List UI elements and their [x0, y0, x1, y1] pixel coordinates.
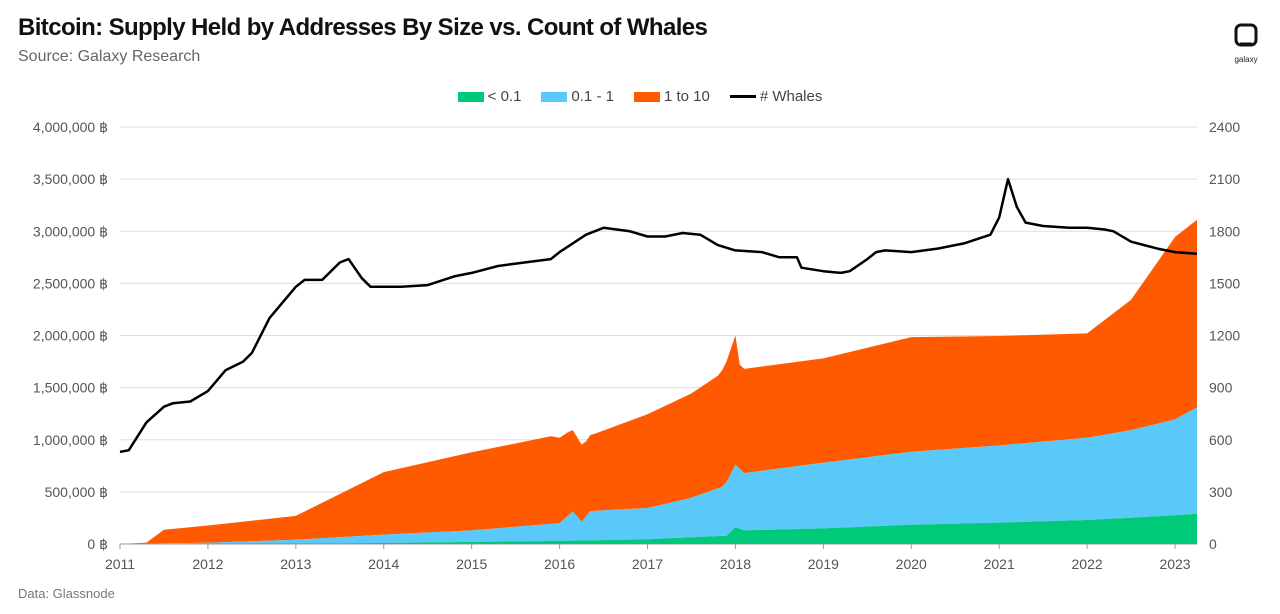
legend-item-1-to-10: 1 to 10: [633, 88, 710, 105]
legend-label-0-1-to-1: 0.1 - 1: [571, 88, 614, 105]
chart-title: Bitcoin: Supply Held by Addresses By Siz…: [18, 14, 708, 41]
y-left-tick-label: 500,000 ฿: [45, 484, 108, 500]
y-left-tick-label: 2,500,000 ฿: [33, 275, 108, 291]
x-tick-label: 2020: [896, 556, 927, 572]
y-left-tick-label: 1,000,000 ฿: [33, 432, 108, 448]
x-tick-label: 2017: [632, 556, 663, 572]
x-tick-label: 2018: [720, 556, 751, 572]
y-right-tick-label: 0: [1209, 536, 1217, 552]
x-tick-label: 2015: [456, 556, 487, 572]
data-source-footer: Data: Glassnode: [18, 586, 115, 601]
x-tick-label: 2011: [105, 556, 135, 572]
galaxy-logo-icon: [1234, 23, 1258, 47]
y-left-tick-label: 0 ฿: [87, 536, 108, 552]
legend-label-1-to-10: 1 to 10: [663, 88, 710, 105]
legend-item-0-1-to-1: 0.1 - 1: [541, 88, 614, 105]
y-right-tick-label: 2400: [1209, 119, 1240, 135]
x-tick-label: 2016: [544, 556, 575, 572]
y-left-tick-label: 2,000,000 ฿: [33, 328, 108, 344]
x-tick-label: 2023: [1159, 556, 1190, 572]
x-tick-label: 2013: [280, 556, 311, 572]
legend-label-whales: # Whales: [759, 88, 823, 105]
y-left-tick-label: 3,000,000 ฿: [33, 223, 108, 239]
logo-text: galaxy: [1234, 55, 1258, 64]
area-0-1-to-1: [120, 407, 1197, 544]
y-right-tick-label: 1800: [1209, 223, 1240, 239]
legend-label-lt-0-1: < 0.1: [487, 88, 522, 105]
x-tick-label: 2021: [984, 556, 1015, 572]
x-tick-label: 2019: [808, 556, 839, 572]
y-left-tick-label: 3,500,000 ฿: [33, 171, 108, 187]
y-left-tick-label: 4,000,000 ฿: [33, 119, 108, 135]
y-right-tick-label: 1200: [1209, 328, 1240, 344]
x-tick-label: 2022: [1072, 556, 1103, 572]
x-tick-label: 2014: [368, 556, 399, 572]
area-lt-0-1: [120, 513, 1197, 544]
y-right-tick-label: 1500: [1209, 275, 1240, 291]
legend-swatch-whales: [729, 95, 756, 98]
y-right-tick-label: 900: [1209, 380, 1233, 396]
x-tick-label: 2012: [192, 556, 223, 572]
y-right-tick-label: 2100: [1209, 171, 1240, 187]
area-1-to-10: [120, 219, 1197, 545]
legend-swatch-1-to-10: [633, 91, 660, 102]
legend-swatch-lt-0-1: [457, 91, 484, 102]
legend-item-lt-0-1: < 0.1: [457, 88, 522, 105]
whales-line: [119, 177, 1198, 454]
chart-subtitle: Source: Galaxy Research: [18, 48, 201, 65]
y-right-tick-label: 600: [1209, 432, 1233, 448]
legend-item-whales: # Whales: [729, 88, 823, 105]
y-left-tick-label: 1,500,000 ฿: [33, 380, 108, 396]
legend-swatch-0-1-to-1: [541, 91, 568, 102]
galaxy-logo: galaxy: [1228, 22, 1264, 68]
chart-legend: < 0.1 0.1 - 1 1 to 10 # Whales: [0, 88, 1280, 105]
y-right-tick-label: 300: [1209, 484, 1233, 500]
